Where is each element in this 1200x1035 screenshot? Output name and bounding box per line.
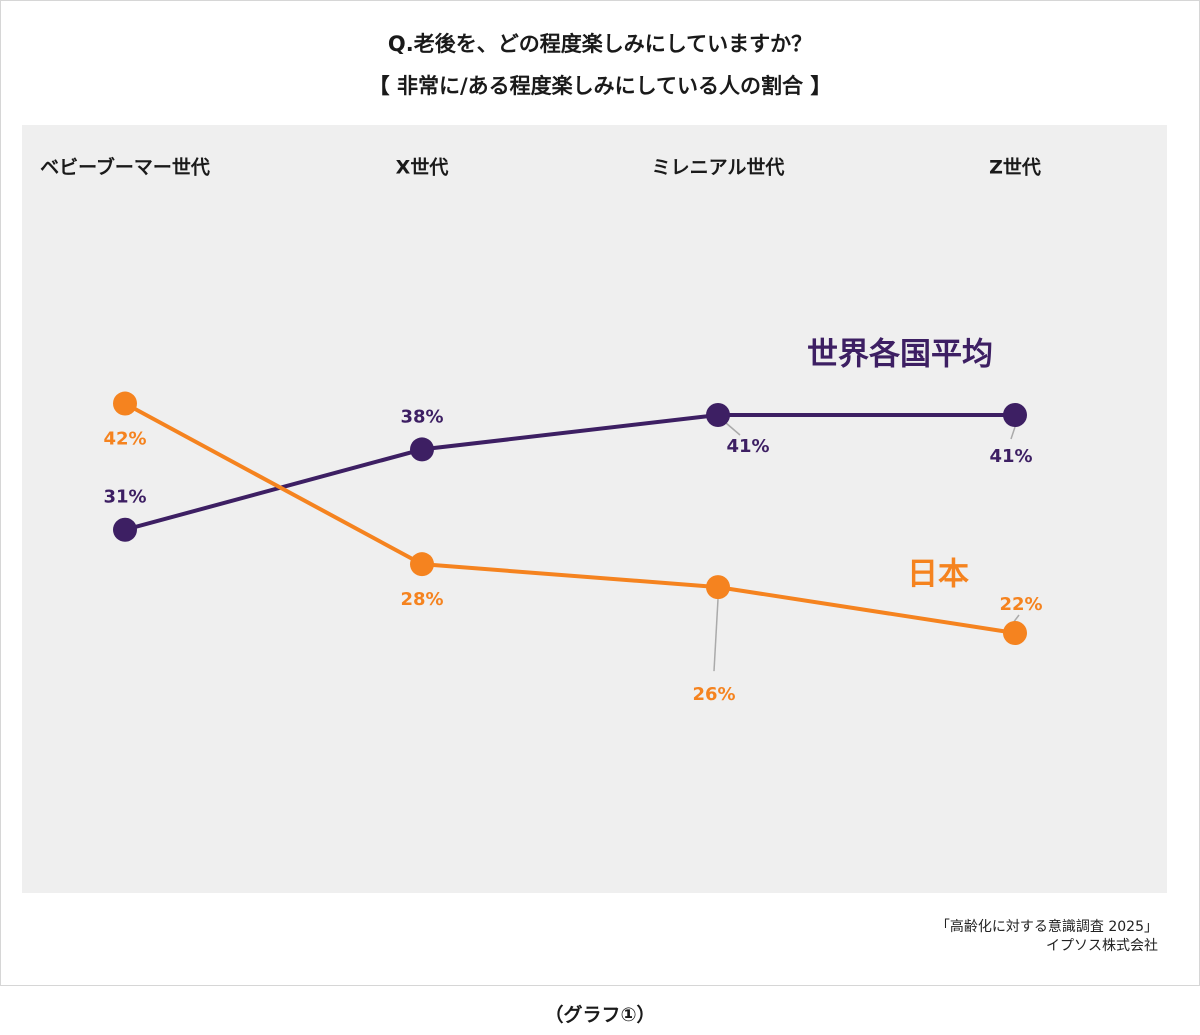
data-point-s1-3: [706, 403, 730, 427]
data-point-s1-2: [410, 437, 434, 462]
data-point-s2-4: [1003, 621, 1027, 645]
data-label-s2-3: 26%: [692, 684, 735, 705]
data-label-s1-3: 41%: [726, 436, 769, 457]
data-label-s1-1: 31%: [103, 487, 146, 508]
data-point-s1-4: [1003, 403, 1027, 427]
leader-line-s2-3: [713, 599, 719, 672]
category-label-4: Z世代: [989, 157, 1041, 179]
data-label-s2-1: 42%: [103, 429, 146, 450]
leader-line-s1-3: [725, 422, 741, 436]
category-label-2: X世代: [396, 157, 449, 179]
data-point-s1-1: [113, 517, 137, 542]
source-line-2: イプソス株式会社: [1046, 938, 1158, 954]
chart-subtitle: 【 非常に/ある程度楽しみにしている人の割合 】: [368, 74, 832, 98]
series-line-2: [124, 401, 1016, 635]
data-label-s1-4: 41%: [989, 446, 1032, 467]
data-label-s1-2: 38%: [400, 406, 443, 427]
data-label-s2-4: 22%: [999, 594, 1042, 615]
category-label-3: ミレニアル世代: [652, 157, 785, 179]
figure-caption: （グラフ①）: [544, 1004, 656, 1026]
data-label-s2-2: 28%: [400, 589, 443, 610]
plot-area: [22, 125, 1167, 893]
source-note: 「高齢化に対する意識調査 2025」 イプソス株式会社: [936, 918, 1158, 956]
leader-line-s1-4: [1010, 426, 1016, 440]
data-point-s2-3: [706, 575, 730, 600]
data-point-s2-1: [113, 391, 137, 416]
series-name-japan: 日本: [907, 557, 969, 593]
series-name-world: 世界各国平均: [807, 337, 993, 373]
category-label-1: ベビーブーマー世代: [40, 156, 210, 179]
chart-title: Q.老後を、どの程度楽しみにしていますか？: [387, 32, 813, 56]
series-line-1: [124, 413, 1015, 532]
source-line-1: 「高齢化に対する意識調査 2025」: [935, 919, 1158, 935]
data-point-s2-2: [410, 552, 434, 577]
